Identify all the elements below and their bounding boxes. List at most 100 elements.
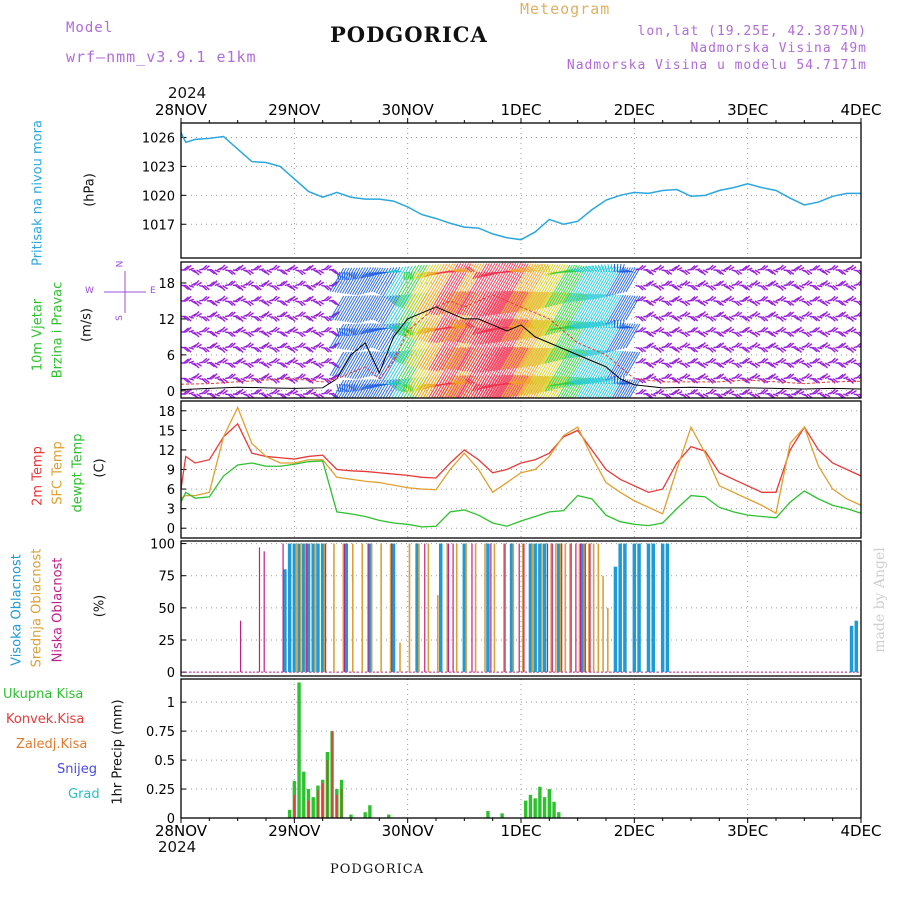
precip-bar bbox=[302, 771, 306, 818]
cloud-bar bbox=[854, 620, 859, 673]
y-tick-label: 6 bbox=[167, 483, 175, 498]
cloud-bar bbox=[484, 543, 486, 673]
cloud-bar bbox=[408, 543, 411, 673]
cloud-bar bbox=[324, 543, 327, 673]
cloud-bar bbox=[504, 543, 506, 673]
cloud-bar bbox=[533, 543, 537, 673]
temp-line bbox=[180, 405, 862, 515]
y-tick-label: 18 bbox=[158, 277, 175, 292]
cloud-bar bbox=[437, 595, 439, 673]
y-tick-label: 18 bbox=[158, 405, 175, 420]
cloud-bar bbox=[538, 543, 542, 673]
cloud-bar bbox=[646, 543, 651, 673]
precip-bar bbox=[331, 731, 333, 818]
x-tick-label-top: 30NOV bbox=[382, 101, 435, 119]
y-tick-label: 1017 bbox=[142, 218, 175, 233]
precip-bar bbox=[486, 811, 490, 818]
precip-bar bbox=[533, 798, 537, 818]
precip-bar bbox=[500, 813, 504, 818]
wind-speed-line bbox=[181, 306, 861, 391]
cloud-bar bbox=[306, 543, 311, 673]
x-tick-label-top: 2DEC bbox=[614, 101, 655, 119]
precip-legend-hail: Grad bbox=[68, 787, 100, 802]
y-tick-label: 50 bbox=[158, 602, 175, 617]
pressure-line bbox=[180, 132, 861, 241]
elevation-label: Nadmorska Visina 49m bbox=[690, 41, 867, 56]
y-tick-label: 1020 bbox=[142, 189, 175, 204]
cloud-bar bbox=[391, 543, 396, 673]
precip-bar bbox=[317, 790, 319, 818]
y-tick-label: 12 bbox=[158, 444, 175, 459]
cloud-bar bbox=[316, 543, 320, 673]
y-tick-label: 75 bbox=[158, 570, 175, 585]
year-top: 2024 bbox=[168, 84, 207, 102]
cloud-bar bbox=[579, 543, 582, 673]
precip-bar bbox=[557, 812, 561, 818]
y-tick-label: 0 bbox=[167, 522, 175, 537]
cloud-bar bbox=[597, 543, 600, 673]
y-tick-label: 1023 bbox=[142, 160, 175, 175]
cloud-bar bbox=[509, 543, 514, 673]
cloud-bar bbox=[391, 543, 393, 673]
cloud-bar bbox=[452, 543, 454, 673]
y-tick-label: 12 bbox=[158, 313, 175, 328]
cloud-bar bbox=[540, 543, 543, 673]
cloud-bar bbox=[415, 543, 419, 673]
cloud-bar bbox=[263, 551, 265, 673]
y-tick-label: 0 bbox=[167, 812, 175, 827]
precip-bar bbox=[349, 814, 353, 818]
precip-bar bbox=[528, 794, 533, 818]
x-tick-label-top: 1DEC bbox=[500, 101, 541, 119]
x-tick-label-bottom: 29NOV bbox=[268, 822, 321, 840]
precip-bar bbox=[287, 809, 292, 818]
cloud-bar bbox=[522, 543, 524, 673]
cloud-bar bbox=[486, 543, 490, 673]
cloud-bar bbox=[438, 543, 443, 673]
cloud-bar bbox=[292, 543, 297, 673]
cloud-bar bbox=[320, 543, 325, 673]
cloud-bar bbox=[314, 543, 316, 673]
cloud-bar bbox=[575, 543, 577, 673]
cloud-bar bbox=[651, 543, 655, 673]
x-tick-label-top: 3DEC bbox=[727, 101, 768, 119]
cloud-bar bbox=[589, 543, 591, 673]
cloud-bar bbox=[399, 642, 401, 673]
cloud-bar bbox=[607, 607, 609, 673]
y-tick-label: 0.25 bbox=[146, 783, 175, 798]
x-tick-label-top: 29NOV bbox=[268, 101, 321, 119]
cloud-bar bbox=[578, 543, 581, 673]
precip-bar bbox=[387, 814, 391, 818]
x-tick-label-bottom: 4DEC bbox=[840, 822, 881, 840]
cloud-bar bbox=[637, 543, 641, 673]
cloud-bar bbox=[370, 543, 373, 673]
cloud-bar bbox=[849, 625, 854, 673]
y-tick-label: 3 bbox=[167, 503, 175, 518]
x-tick-label-bottom: 30NOV bbox=[382, 822, 435, 840]
cloud-bar bbox=[561, 543, 563, 673]
compass-e: E bbox=[150, 286, 156, 296]
precip-bar bbox=[311, 797, 315, 818]
cloud-bar bbox=[542, 543, 547, 673]
cloud-bar bbox=[584, 543, 586, 673]
cloud-bar bbox=[569, 543, 571, 673]
precip-bar bbox=[542, 797, 547, 818]
cloud-bar bbox=[297, 543, 301, 673]
precip-bar bbox=[547, 789, 552, 818]
y-tick-label: 6 bbox=[167, 349, 175, 364]
cloud-bar bbox=[665, 543, 670, 673]
cloud-bar bbox=[455, 543, 458, 673]
cloud-bar bbox=[632, 543, 637, 673]
y-tick-label: 15 bbox=[158, 424, 175, 439]
cloud-bar bbox=[528, 543, 533, 673]
precip-bar bbox=[326, 760, 329, 818]
cloud-bar bbox=[465, 543, 467, 673]
cloud-bar bbox=[418, 543, 420, 673]
x-tick-label-bottom: 2DEC bbox=[614, 822, 655, 840]
temp-line bbox=[180, 422, 862, 494]
cloud-bar bbox=[557, 543, 561, 673]
cloud-bar bbox=[531, 543, 534, 673]
cloud-bar bbox=[555, 543, 557, 673]
cloud-bar bbox=[343, 543, 346, 673]
cloud-bar bbox=[512, 543, 515, 673]
